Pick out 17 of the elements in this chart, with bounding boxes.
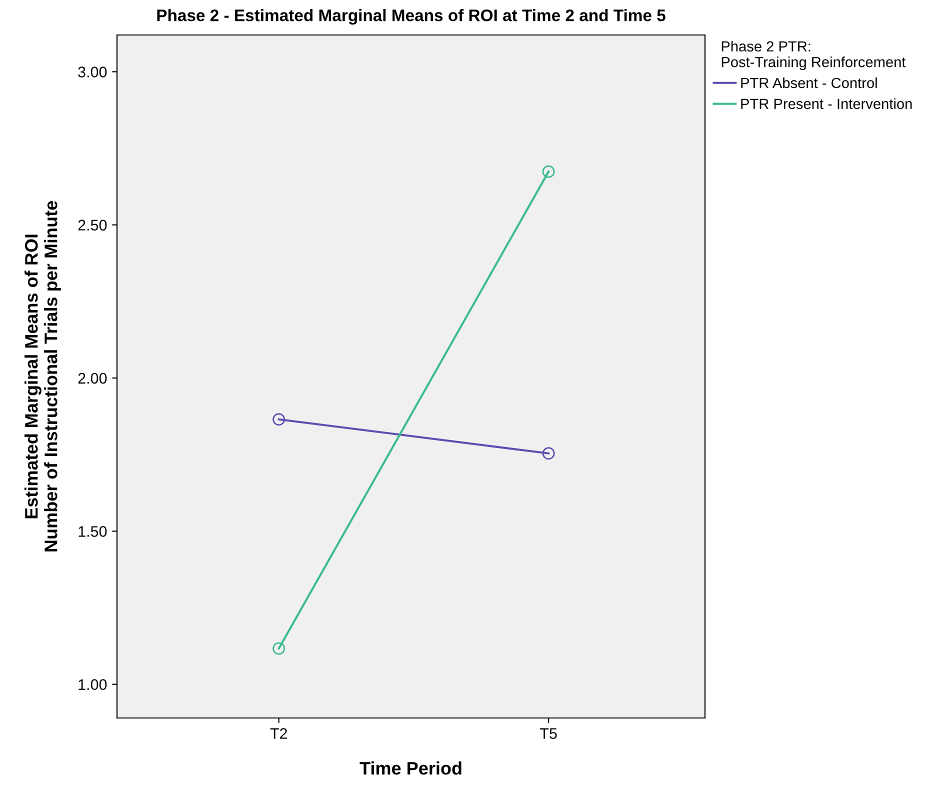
legend-title: Phase 2 PTR: Post-Training Reinforcement	[722, 40, 906, 70]
legend-label: PTR Absent - Control	[741, 77, 877, 88]
y-tick-label: 2.50	[78, 220, 107, 231]
y-tick-label: 3.00	[78, 66, 107, 78]
x-tick-label: T2	[270, 728, 287, 739]
legend-label: PTR Present - Intervention	[741, 98, 912, 110]
y-axis-title: Estimated Marginal Means of ROI Number of Instructional Trials per Minute	[24, 201, 61, 552]
chart-title: Phase 2 - Estimated Marginal Means of ROI at Time 2 and Time 5	[157, 9, 666, 25]
point	[542, 447, 555, 460]
x-tick-label: T5	[540, 728, 557, 739]
y-tick-label: 1.00	[78, 679, 107, 690]
x-axis-title: Time Period	[360, 761, 462, 775]
point	[542, 165, 555, 178]
y-tick-label: 2.00	[78, 372, 107, 384]
y-tick-label: 1.50	[78, 526, 107, 537]
point	[272, 642, 286, 655]
point	[272, 413, 286, 426]
